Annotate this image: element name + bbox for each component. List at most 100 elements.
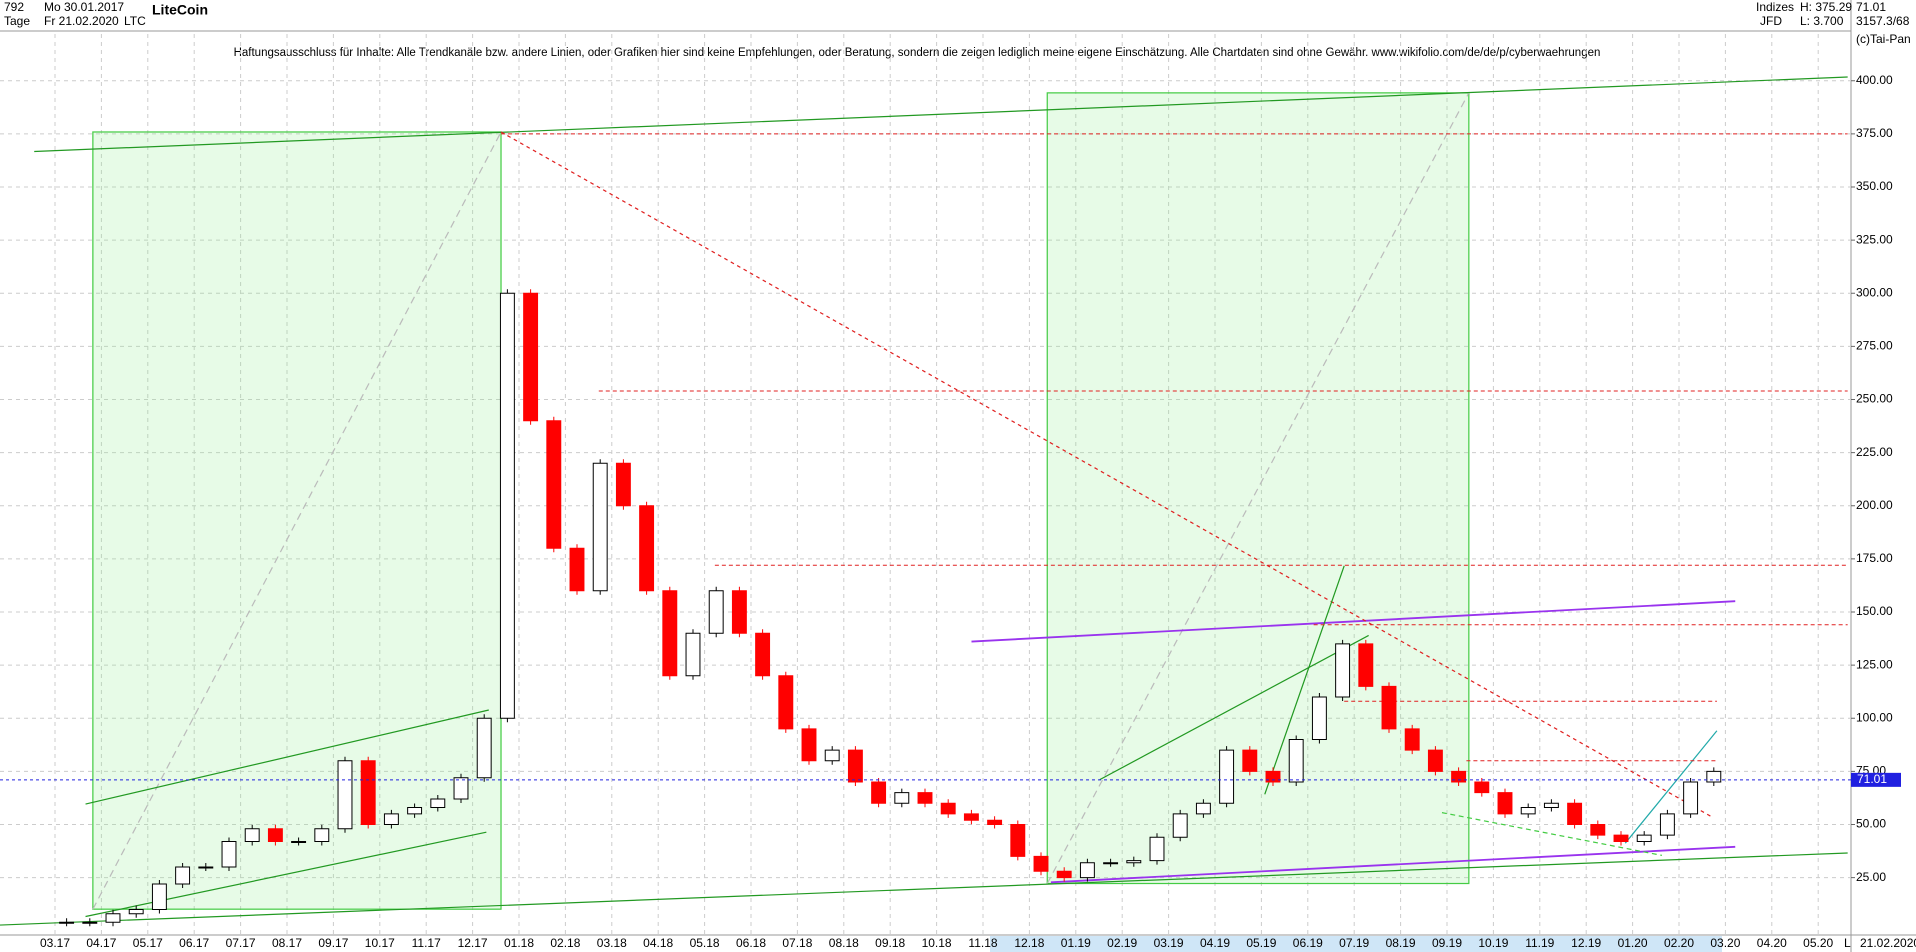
last: 71.01: [1856, 0, 1886, 14]
candle: [1010, 824, 1026, 857]
candle: [1056, 870, 1072, 879]
x-tick-label: 08.18: [829, 936, 859, 950]
x-tick-label: 07.19: [1339, 936, 1369, 950]
candle: [1497, 792, 1513, 815]
candle: [1195, 802, 1211, 815]
axis-highlight: [990, 936, 1722, 952]
candle: [221, 841, 237, 868]
candle: [1706, 770, 1722, 783]
last-price-label: 71.01: [1857, 772, 1887, 786]
candle: [383, 813, 399, 825]
x-tick-label: 02.18: [550, 936, 580, 950]
x-tick-label: 03.19: [1154, 936, 1184, 950]
candle: [755, 632, 771, 677]
x-tick-label: 08.17: [272, 936, 302, 950]
source: JFD: [1760, 14, 1782, 28]
candle: [871, 781, 887, 804]
x-tick-label: 02.19: [1107, 936, 1137, 950]
candle: [1358, 643, 1374, 687]
y-tick-label: 300.00: [1856, 285, 1893, 299]
instrument-name: LiteCoin: [152, 2, 208, 18]
x-tick-label: 04.19: [1200, 936, 1230, 950]
candle: [267, 828, 283, 842]
count: 792: [4, 0, 24, 14]
y-tick-label: 175.00: [1856, 551, 1893, 565]
candle: [940, 802, 956, 815]
x-tick-label: 09.18: [875, 936, 905, 950]
volume: 3157.3/68: [1856, 14, 1910, 28]
y-tick-label: 150.00: [1856, 604, 1893, 618]
candle: [499, 292, 515, 719]
trend-line: [1264, 565, 1345, 795]
candle: [407, 807, 423, 815]
y-tick-label: 350.00: [1856, 179, 1893, 193]
x-tick-label: 12.17: [458, 936, 488, 950]
trend-line: [34, 76, 1848, 153]
trend-line: [1624, 730, 1718, 844]
drawings: [0, 76, 1848, 926]
period[interactable]: Tage: [4, 14, 30, 28]
candle: [801, 728, 817, 762]
candle: [1404, 728, 1420, 751]
grid: [0, 34, 1851, 935]
candle: [708, 590, 724, 634]
y-tick-label: 225.00: [1856, 445, 1893, 459]
x-tick-label: 01.20: [1618, 936, 1648, 950]
trend-line: [971, 600, 1736, 643]
start-date: Mo 30.01.2017: [44, 0, 124, 14]
x-tick-label: 11.17: [412, 936, 441, 950]
x-tick-label: 12.19: [1571, 936, 1601, 950]
candle: [917, 792, 933, 804]
group: Indizes: [1756, 0, 1794, 14]
x-tick-label: 01.19: [1061, 936, 1091, 950]
x-tick-label: 03.18: [597, 936, 627, 950]
trend-line: [1050, 845, 1736, 884]
x-tick-label: 07.17: [226, 936, 256, 950]
candle: [1103, 862, 1119, 865]
candle: [175, 866, 191, 885]
x-tick-label: 02.20: [1664, 936, 1694, 950]
candle: [1149, 836, 1165, 862]
footer-scale: L: [1844, 936, 1851, 950]
candle: [430, 798, 446, 808]
candle: [1474, 781, 1490, 794]
candle: [592, 462, 608, 592]
high: H: 375.29: [1800, 0, 1852, 14]
candle: [1567, 802, 1583, 825]
x-tick-label: 07.18: [782, 936, 812, 950]
candle: [1659, 813, 1675, 836]
candle: [1543, 802, 1559, 808]
x-tick-label: 08.19: [1386, 936, 1416, 950]
x-tick-label: 05.17: [133, 936, 163, 950]
candle: [1427, 749, 1443, 772]
candle: [1636, 834, 1652, 842]
candle: [1288, 739, 1304, 783]
x-tick-label: 10.17: [365, 936, 395, 950]
x-tick-label: 05.19: [1246, 936, 1276, 950]
y-tick-label: 50.00: [1856, 817, 1886, 831]
trend-line: [1099, 634, 1369, 781]
x-tick-label: 12.18: [1014, 936, 1044, 950]
plot: [0, 133, 1851, 927]
candle: [894, 792, 910, 804]
candle: [615, 462, 631, 507]
x-tick-label: 06.19: [1293, 936, 1323, 950]
candle: [685, 632, 701, 677]
candle: [1381, 685, 1397, 730]
candle: [291, 841, 307, 843]
x-tick-label: 04.17: [86, 936, 116, 950]
y-tick-label: 125.00: [1856, 657, 1893, 671]
candle: [105, 913, 121, 923]
candle: [360, 760, 376, 825]
candle: [1520, 807, 1536, 815]
y-tick-label: 375.00: [1856, 126, 1893, 140]
trend-line: [85, 709, 489, 805]
candle: [1311, 696, 1327, 740]
x-tick-label: 05.20: [1803, 936, 1833, 950]
candle: [1219, 749, 1235, 804]
candle: [1033, 855, 1049, 872]
candle: [963, 813, 979, 821]
candle: [453, 777, 469, 800]
candle: [569, 547, 585, 592]
